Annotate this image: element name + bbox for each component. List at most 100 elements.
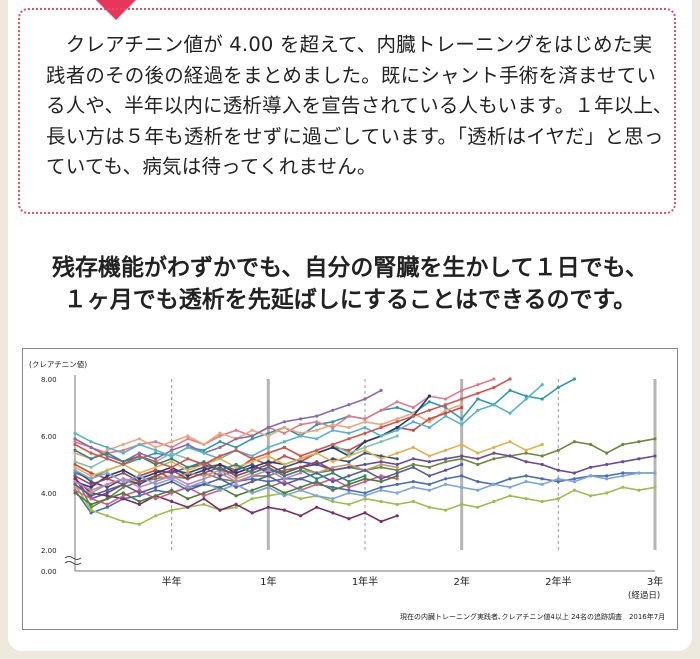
series-6 [73,377,496,455]
data-point [508,440,512,444]
data-point [331,457,335,461]
data-point [524,397,528,401]
data-point [154,497,158,501]
data-point [621,460,625,464]
series-19 [73,462,464,498]
data-point [282,431,286,435]
data-point [137,488,141,492]
data-point [299,488,303,492]
data-point [282,474,286,478]
data-point [427,474,431,478]
data-point [653,437,657,441]
data-point [170,508,174,512]
data-point [89,488,93,492]
data-point [89,471,93,475]
data-point [315,477,319,481]
x-tick-label: 半年 [162,575,182,588]
data-point [282,480,286,484]
data-point [363,462,367,467]
data-point [73,448,77,452]
data-point [73,474,77,478]
data-point [605,477,609,481]
data-point [444,411,448,415]
data-point [492,451,496,455]
data-point [250,460,254,464]
data-point [121,477,125,481]
data-point [266,460,270,464]
data-point [492,499,496,504]
data-point [282,482,286,486]
data-point [121,480,125,484]
data-point [137,522,141,526]
series-7 [73,403,464,461]
data-point [363,474,367,478]
data-point [347,502,351,506]
data-point [137,494,141,498]
y-tick-label: 6.00 [41,433,57,441]
data-point [524,451,528,455]
data-point [460,502,464,506]
data-point [315,437,319,441]
y-tick-label: 2.00 [41,547,57,555]
data-point [572,440,577,444]
data-point [363,448,367,452]
data-point [379,462,383,467]
data-point [186,445,190,449]
data-point [250,457,254,461]
data-point [121,468,125,472]
data-point [234,480,238,484]
data-point [137,485,141,489]
data-point [218,508,222,512]
data-point [379,434,383,438]
data-point [299,468,303,472]
data-point [299,497,303,501]
data-point [621,485,625,489]
data-point [202,477,206,481]
data-point [331,471,335,475]
data-point [299,434,303,438]
data-point [363,468,367,472]
data-point [524,448,528,452]
data-point [444,468,448,472]
headline: 残存機能がわずかでも、自分の腎臓を生かして１日でも、 １ヶ月でも透析を先延ばしに… [52,255,648,313]
data-point [540,482,544,486]
data-point [540,442,544,447]
data-point [444,403,448,407]
data-point [637,457,641,461]
data-point [105,505,109,509]
note-box [18,8,676,214]
data-point [73,491,77,495]
data-point [315,505,319,509]
x-tick-label: 1年半 [352,575,378,588]
series-line [74,378,575,480]
data-point [121,442,125,447]
data-point [250,468,254,472]
data-point [411,499,415,504]
data-point [202,462,206,467]
data-point [170,480,174,484]
data-point [154,451,158,455]
data-point [347,474,351,478]
data-point [282,440,286,444]
data-point [186,471,190,475]
data-point [234,445,238,449]
data-point [363,397,367,401]
data-point [250,511,254,515]
data-point [331,460,335,464]
x-tick-label: 2年 [453,575,469,588]
data-point [170,471,174,475]
data-point [266,468,270,472]
data-point [154,488,158,492]
data-point [363,431,367,435]
data-point [121,460,125,464]
data-point [460,485,464,489]
data-point [154,462,158,467]
data-point [444,405,448,410]
data-point [121,451,125,455]
data-point [154,457,158,461]
data-point [637,471,641,475]
data-point [411,485,415,489]
data-point [154,471,158,475]
data-point [395,457,399,461]
data-point [379,499,383,504]
